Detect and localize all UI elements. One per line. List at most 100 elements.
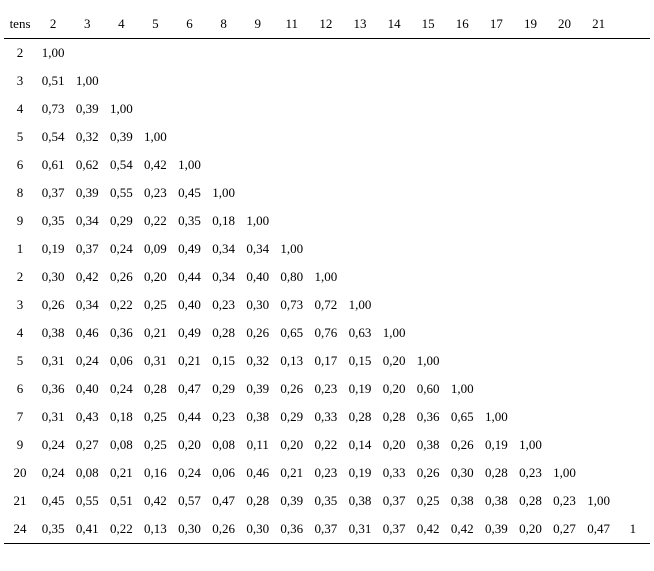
cell: 0,13 (138, 515, 172, 544)
cell: 0,24 (172, 459, 206, 487)
cell: 0,41 (70, 515, 104, 544)
cell (513, 179, 547, 207)
cell: 0,54 (36, 123, 70, 151)
cell: 0,38 (479, 487, 513, 515)
table-row: 200,240,080,210,160,240,060,460,210,230,… (4, 459, 650, 487)
cell: 0,36 (275, 515, 309, 544)
cell: 0,55 (70, 487, 104, 515)
cell (241, 151, 275, 179)
row-label: 8 (4, 179, 36, 207)
cell: 0,73 (275, 291, 309, 319)
cell (513, 291, 547, 319)
cell: 0,29 (104, 207, 138, 235)
cell (513, 319, 547, 347)
cell: 0,23 (138, 179, 172, 207)
cell (479, 319, 513, 347)
cell (309, 67, 343, 95)
cell: 0,37 (309, 515, 343, 544)
cell (411, 207, 445, 235)
cell (616, 291, 650, 319)
cell: 0,27 (548, 515, 582, 544)
cell: 0,17 (309, 347, 343, 375)
cell: 0,30 (36, 263, 70, 291)
cell (309, 235, 343, 263)
cell: 0,51 (36, 67, 70, 95)
cell (275, 151, 309, 179)
cell (548, 291, 582, 319)
cell (104, 67, 138, 95)
cell (172, 95, 206, 123)
cell: 1,00 (445, 375, 479, 403)
cell (548, 179, 582, 207)
cell: 0,76 (309, 319, 343, 347)
cell: 0,20 (138, 263, 172, 291)
cell (207, 95, 241, 123)
col-header: 6 (172, 10, 206, 39)
cell: 1,00 (138, 123, 172, 151)
cell: 1,00 (582, 487, 616, 515)
cell (479, 123, 513, 151)
cell: 0,28 (207, 319, 241, 347)
cell: 0,61 (36, 151, 70, 179)
cell: 0,42 (411, 515, 445, 544)
cell: 0,26 (445, 431, 479, 459)
cell: 0,54 (104, 151, 138, 179)
cell: 0,11 (241, 431, 275, 459)
cell (172, 67, 206, 95)
cell: 1,00 (70, 67, 104, 95)
cell (411, 263, 445, 291)
cell: 0,31 (36, 347, 70, 375)
cell: 1,00 (241, 207, 275, 235)
cell: 0,80 (275, 263, 309, 291)
cell (275, 179, 309, 207)
table-row: 60,360,400,240,280,470,290,390,260,230,1… (4, 375, 650, 403)
row-label: 20 (4, 459, 36, 487)
cell (548, 67, 582, 95)
cell: 0,28 (479, 459, 513, 487)
row-label: 1 (4, 235, 36, 263)
cell (377, 235, 411, 263)
cell: 0,42 (138, 151, 172, 179)
cell (241, 95, 275, 123)
cell (582, 375, 616, 403)
cell (582, 459, 616, 487)
cell: 0,31 (138, 347, 172, 375)
cell (548, 431, 582, 459)
row-label: 4 (4, 319, 36, 347)
cell: 0,49 (172, 319, 206, 347)
cell: 0,20 (377, 431, 411, 459)
cell: 0,26 (36, 291, 70, 319)
table-row: 50,540,320,391,00 (4, 123, 650, 151)
cell: 0,29 (275, 403, 309, 431)
cell: 0,22 (309, 431, 343, 459)
cell: 0,40 (172, 291, 206, 319)
cell (479, 375, 513, 403)
cell: 0,30 (172, 515, 206, 544)
table-row: 10,190,370,240,090,490,340,341,00 (4, 235, 650, 263)
cell: 0,26 (104, 263, 138, 291)
cell (513, 95, 547, 123)
cell (479, 347, 513, 375)
cell: 0,39 (70, 179, 104, 207)
cell (343, 235, 377, 263)
cell (275, 67, 309, 95)
cell (309, 207, 343, 235)
cell: 0,39 (479, 515, 513, 544)
cell (513, 67, 547, 95)
cell: 1,00 (548, 459, 582, 487)
row-label: 2 (4, 263, 36, 291)
table-row: 20,300,420,260,200,440,340,400,801,00 (4, 263, 650, 291)
row-label: 9 (4, 431, 36, 459)
row-label: 9 (4, 207, 36, 235)
table-row: 60,610,620,540,421,00 (4, 151, 650, 179)
cell (309, 95, 343, 123)
cell: 0,40 (241, 263, 275, 291)
cell (616, 263, 650, 291)
cell (513, 347, 547, 375)
cell: 0,51 (104, 487, 138, 515)
row-label: 2 (4, 39, 36, 68)
cell: 0,47 (582, 515, 616, 544)
cell (513, 207, 547, 235)
cell: 0,35 (309, 487, 343, 515)
cell: 0,21 (104, 459, 138, 487)
